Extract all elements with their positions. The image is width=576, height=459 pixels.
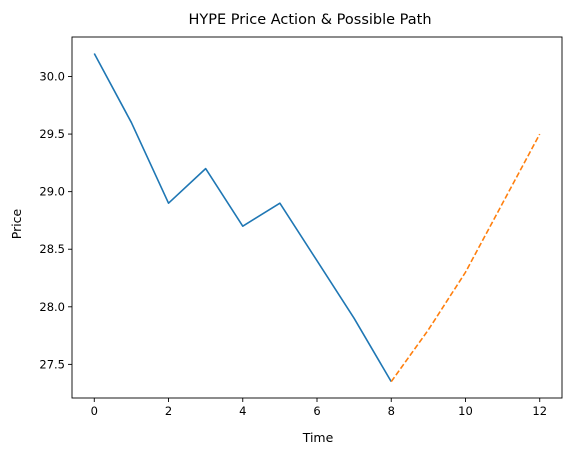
projection-series-line (390, 133, 541, 383)
y-tick-label: 28.0 (39, 300, 65, 314)
x-tick-label: 12 (532, 404, 547, 418)
x-tick-label: 10 (458, 404, 473, 418)
x-tick-label: 2 (165, 404, 172, 418)
y-axis-label: Price (9, 208, 24, 239)
x-tick-label: 8 (388, 404, 395, 418)
x-tick-label: 6 (313, 404, 320, 418)
y-tick-label: 30.0 (39, 69, 65, 83)
plot-area: 0 2 4 6 8 10 12 27.5 28.0 28.5 29.0 29.5 30.0 (39, 36, 563, 418)
x-tick-label: 4 (239, 404, 246, 418)
x-axis-label: Time (302, 430, 334, 445)
y-tick-label: 29.5 (39, 127, 65, 141)
price-series-line (93, 53, 392, 383)
chart-title: HYPE Price Action & Possible Path (188, 12, 431, 28)
y-tick-label: 29.0 (39, 185, 65, 199)
y-tick-label: 28.5 (39, 242, 65, 256)
x-tick-label: 0 (91, 404, 98, 418)
y-tick-label: 27.5 (39, 357, 65, 371)
